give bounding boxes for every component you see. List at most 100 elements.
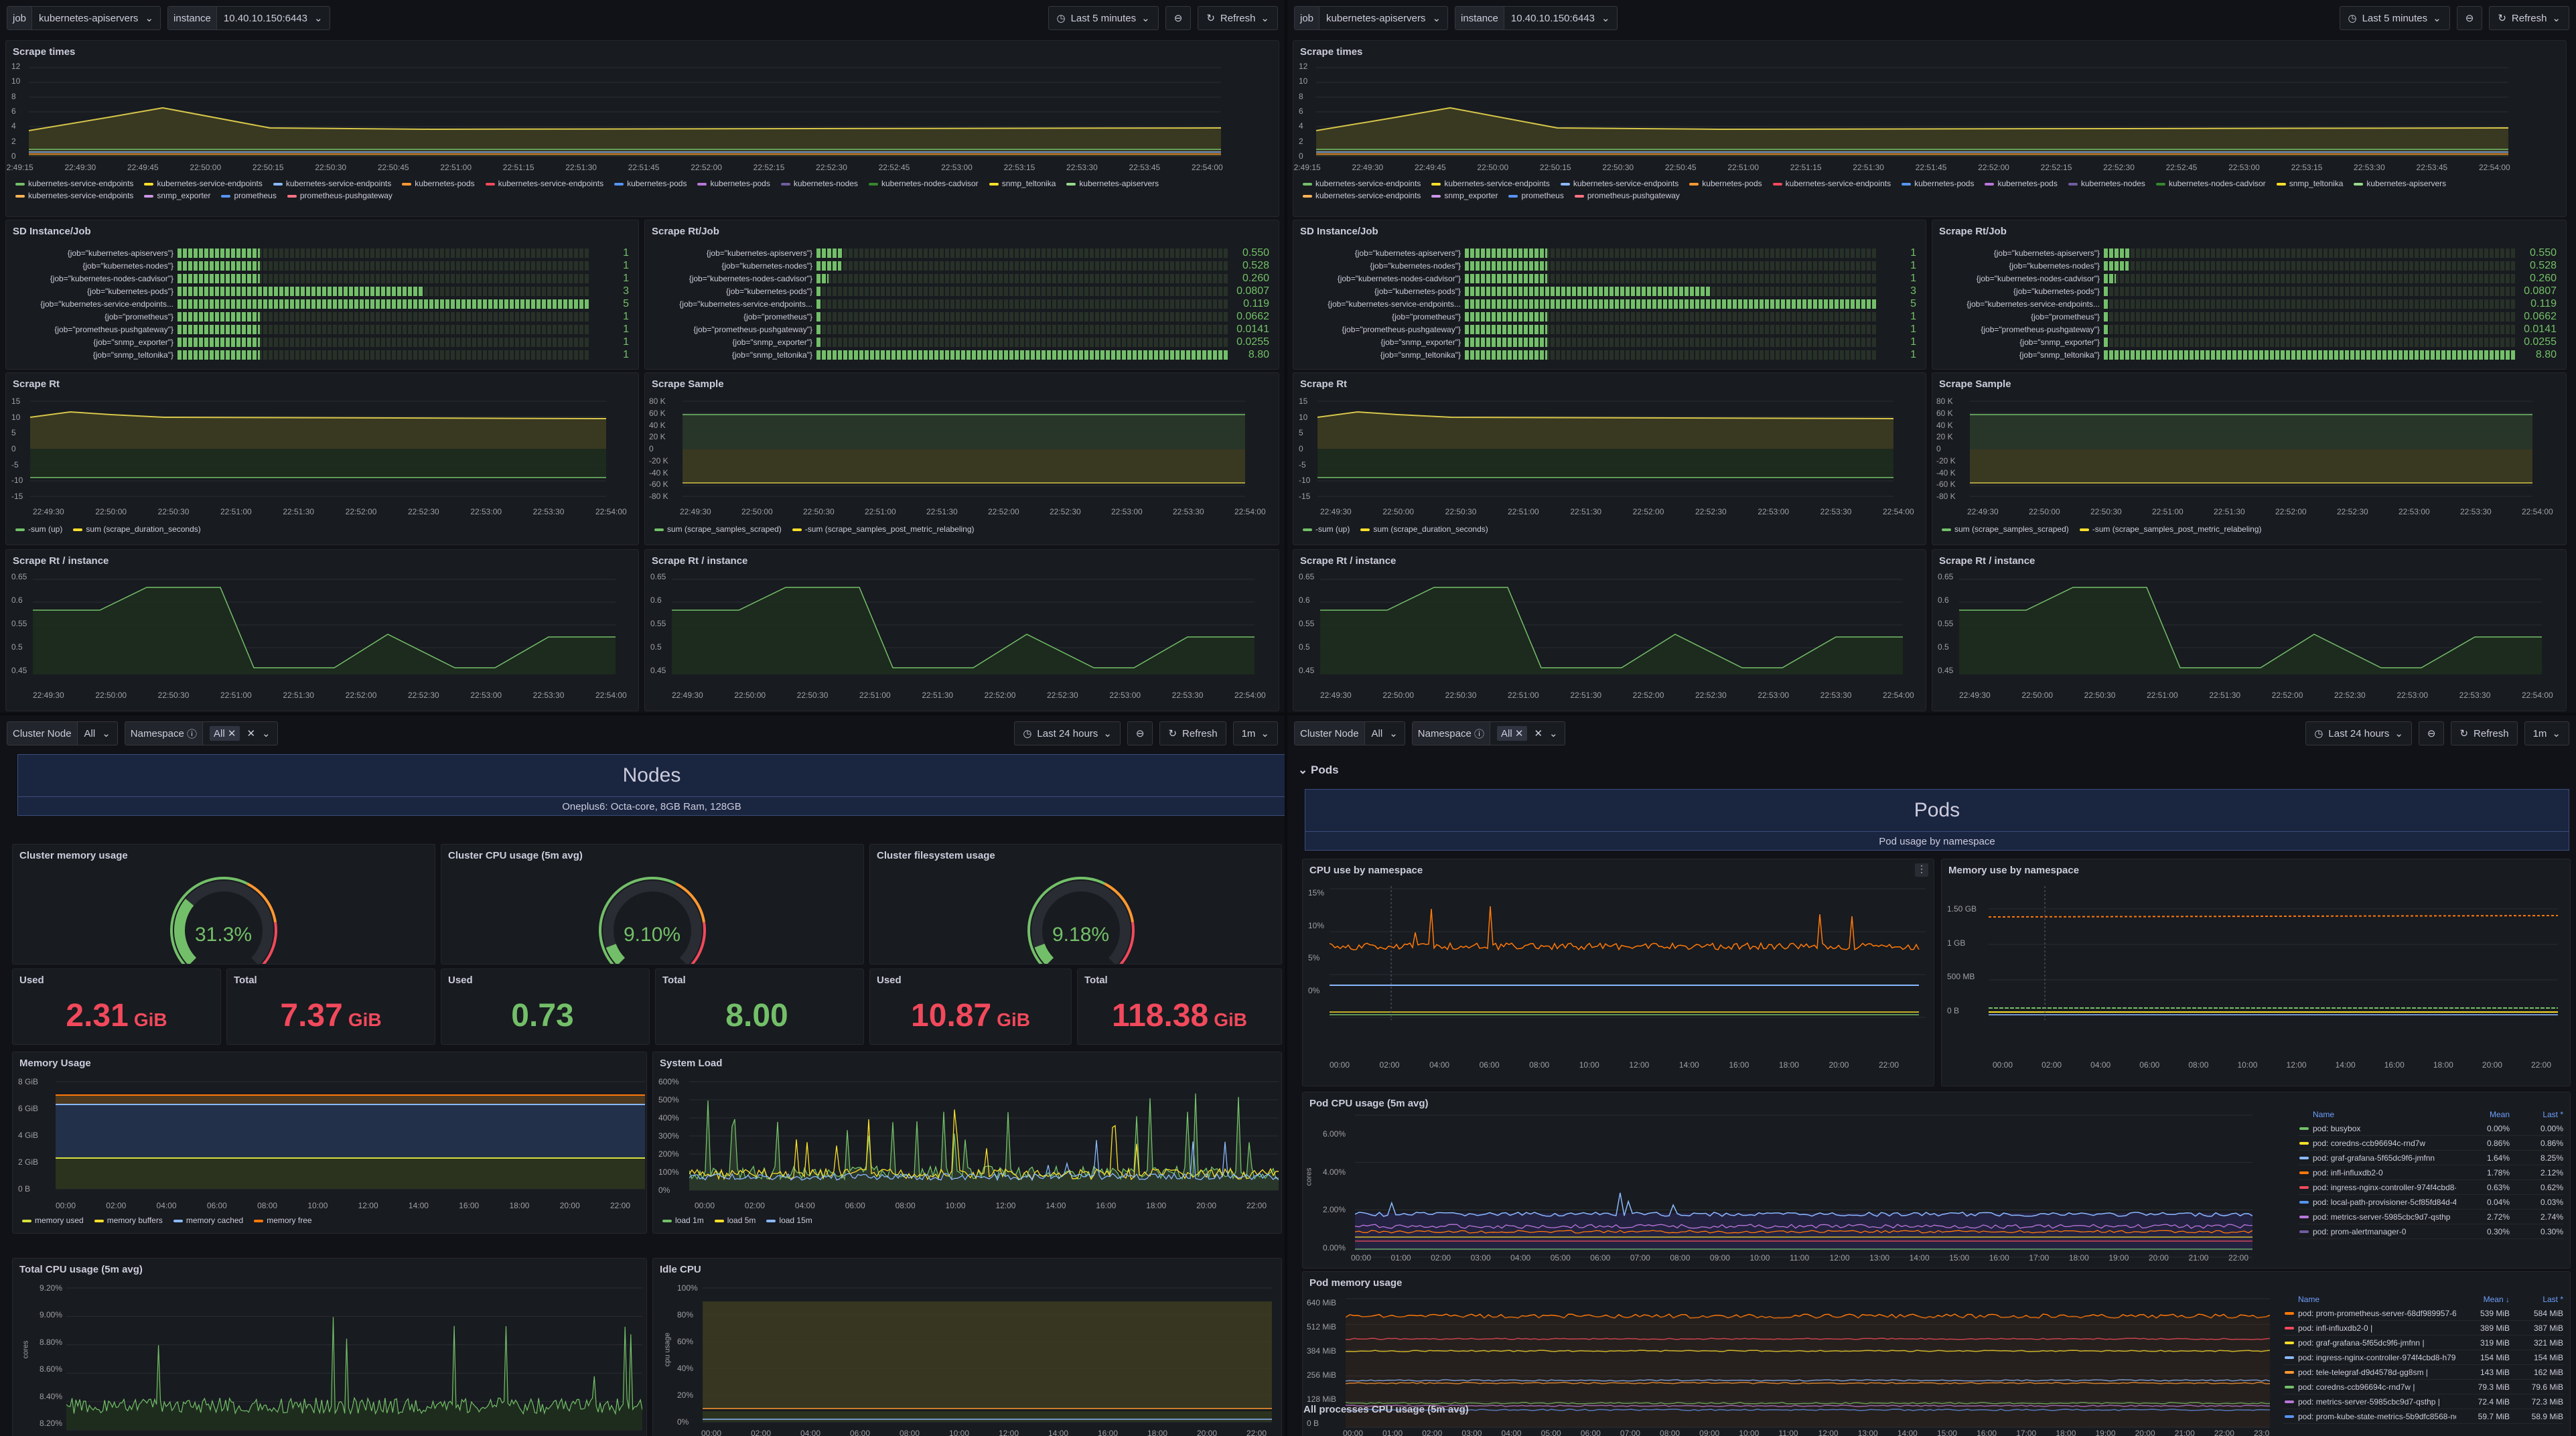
legend-item[interactable]: kubernetes-service-endpoints xyxy=(485,179,603,188)
legend-item[interactable]: memory cached xyxy=(173,1216,243,1225)
legend-table-heading[interactable]: Mean ↓ xyxy=(2483,1294,2510,1304)
legend-item[interactable]: load 1m xyxy=(662,1216,704,1225)
legend-item[interactable]: kubernetes-apiservers xyxy=(1066,179,1159,188)
legend-item[interactable]: snmp_exporter xyxy=(144,191,210,200)
scrape-sample-panel[interactable]: Scrape Sample 80 K 60 K 40 K 20 K 0 -20 K -40 … xyxy=(1932,372,2567,545)
cluster-node-variable[interactable]: Cluster Node All ⌄ xyxy=(7,721,118,745)
namespace-chip[interactable]: All ✕ xyxy=(1497,726,1528,741)
legend-item[interactable]: sum (scrape_samples_scraped) xyxy=(654,524,782,534)
legend-table-row[interactable]: pod: infl-influxdb2-0 1.78% 2.12% xyxy=(2298,1165,2563,1180)
legend-item[interactable]: -sum (up) xyxy=(15,524,62,534)
gauge-panel[interactable]: Cluster memory usage 31.3% xyxy=(12,844,435,964)
legend-table-row[interactable]: pod: prom-prometheus-server-68df989957-6… xyxy=(2283,1306,2563,1321)
time-range-picker[interactable]: ◷ Last 24 hours ⌄ xyxy=(2305,721,2412,745)
legend-table-heading[interactable]: Last * xyxy=(2543,1109,2563,1119)
legend-item[interactable]: kubernetes-pods xyxy=(1902,179,1974,188)
legend-item[interactable]: kubernetes-service-endpoints xyxy=(1303,191,1421,200)
pods-row-header[interactable]: ⌄ Pods xyxy=(1298,764,1339,777)
legend-item[interactable]: kubernetes-nodes xyxy=(2068,179,2145,188)
scrape-rt-panel[interactable]: Scrape Rt 15 10 5 0 -5 -10 -15 22:49:30 22:50:0… xyxy=(5,372,639,545)
legend-item[interactable]: kubernetes-service-endpoints xyxy=(1560,179,1678,188)
scrape-rt-job-panel[interactable]: Scrape Rt/Job {job="kubernetes-apiserver… xyxy=(644,220,1279,370)
legend-item[interactable]: kubernetes-service-endpoints xyxy=(144,179,263,188)
stat-panel[interactable]: Total 8.00 xyxy=(655,968,864,1045)
refresh-button[interactable]: ↻ Refresh xyxy=(2451,721,2518,745)
sd-instance-job-panel[interactable]: SD Instance/Job {job="kubernetes-apiserv… xyxy=(1293,220,1926,370)
memory-by-namespace-panel[interactable]: Memory use by namespace 1.50 GB 1 GB 500 M… xyxy=(1941,859,2571,1086)
legend-item[interactable]: kubernetes-pods xyxy=(402,179,475,188)
legend-table-heading[interactable]: Name xyxy=(2313,1109,2335,1119)
pod-cpu-usage-panel[interactable]: Pod CPU usage (5m avg) cores 6.00% 4.00% 2… xyxy=(1302,1092,2571,1269)
legend-item[interactable]: kubernetes-nodes xyxy=(780,179,858,188)
legend-item[interactable]: kubernetes-pods xyxy=(697,179,770,188)
scrape-rt-instance-panel-2[interactable]: Scrape Rt / instance 0.65 0.6 0.55 0.5 0.45 … xyxy=(644,549,1279,711)
legend-item[interactable]: kubernetes-pods xyxy=(1689,179,1762,188)
namespace-variable[interactable]: Namespace ⓘ All ✕ ✕ ⌄ xyxy=(124,721,278,745)
legend-item[interactable]: load 5m xyxy=(714,1216,756,1225)
legend-table-row[interactable]: pod: ingress-nginx-controller-974f4cbd8-… xyxy=(2298,1180,2563,1195)
pod-memory-usage-panel[interactable]: Pod memory usage 640 MiB 512 MiB 384 MiB 25… xyxy=(1302,1271,2571,1436)
legend-table-row[interactable]: pod: busybox 0.00% 0.00% xyxy=(2298,1121,2563,1136)
legend-table-row[interactable]: pod: infl-influxdb2-0 | 389 MiB 387 MiB xyxy=(2283,1321,2563,1336)
stat-panel[interactable]: Total 7.37 GiB xyxy=(226,968,435,1045)
legend-item[interactable]: kubernetes-service-endpoints xyxy=(15,179,133,188)
namespace-chip[interactable]: All ✕ xyxy=(210,726,240,741)
legend-item[interactable]: kubernetes-nodes-cadvisor xyxy=(2155,179,2266,188)
legend-item[interactable]: -sum (scrape_samples_post_metric_relabel… xyxy=(792,524,975,534)
legend-table-row[interactable]: pod: metrics-server-5985cbc9d7-qsthp 2.72… xyxy=(2298,1210,2563,1224)
legend-item[interactable]: kubernetes-service-endpoints xyxy=(1431,179,1550,188)
legend-item[interactable]: memory buffers xyxy=(94,1216,163,1225)
stat-panel[interactable]: Used 0.73 xyxy=(441,968,650,1045)
legend-table-row[interactable]: pod: tele-telegraf-d9d4578d-gg8sm | 143 M… xyxy=(2283,1365,2563,1380)
zoom-out-button[interactable]: ⊖ xyxy=(1127,721,1153,745)
refresh-interval-picker[interactable]: 1m ⌄ xyxy=(1232,721,1278,745)
time-range-picker[interactable]: ◷ Last 5 minutes ⌄ xyxy=(1048,6,1159,30)
legend-table-row[interactable]: pod: metrics-server-5985cbc9d7-qsthp | 72… xyxy=(2283,1394,2563,1409)
idle-cpu-panel[interactable]: Idle CPU cpu usage 100% 80% 60% 40% 20% 0% 00… xyxy=(652,1258,1282,1436)
clear-icon[interactable]: ✕ xyxy=(246,728,256,739)
time-range-picker[interactable]: ◷ Last 5 minutes ⌄ xyxy=(2339,6,2450,30)
legend-item[interactable]: prometheus xyxy=(1508,191,1564,200)
zoom-out-button[interactable]: ⊖ xyxy=(2418,721,2445,745)
stat-panel[interactable]: Used 10.87 GiB xyxy=(869,968,1072,1045)
legend-item[interactable]: memory free xyxy=(254,1216,312,1225)
cpu-by-namespace-panel[interactable]: CPU use by namespace ⋮ 15% 10% 5% 0% 00:00 0… xyxy=(1302,859,1934,1086)
scrape-rt-job-panel[interactable]: Scrape Rt/Job {job="kubernetes-apiserver… xyxy=(1932,220,2567,370)
cluster-node-variable[interactable]: Cluster Node All ⌄ xyxy=(1294,721,1405,745)
legend-table-row[interactable]: pod: local-path-provisioner-5cf85fd84d-4… xyxy=(2298,1195,2563,1210)
refresh-interval-picker[interactable]: 1m ⌄ xyxy=(2524,721,2569,745)
legend-item[interactable]: snmp_teltonika xyxy=(989,179,1056,188)
refresh-button[interactable]: ↻ Refresh ⌄ xyxy=(1198,6,1278,30)
scrape-rt-instance-panel-1[interactable]: Scrape Rt / instance 0.65 0.6 0.55 0.5 0.45 … xyxy=(5,549,639,711)
legend-item[interactable]: load 15m xyxy=(766,1216,812,1225)
legend-item[interactable]: kubernetes-pods xyxy=(1985,179,2058,188)
instance-variable[interactable]: instance 10.40.10.150:6443 ⌄ xyxy=(167,6,330,30)
legend-table-heading[interactable]: Mean xyxy=(2489,1109,2510,1119)
legend-item[interactable]: prometheus-pushgateway xyxy=(287,191,392,200)
close-icon[interactable]: ✕ xyxy=(1514,728,1524,739)
legend-table-row[interactable]: pod: prom-alertmanager-0 0.30% 0.30% xyxy=(2298,1224,2563,1239)
total-cpu-panel[interactable]: Total CPU usage (5m avg) cores 9.20% 9.00… xyxy=(12,1258,647,1436)
legend-item[interactable]: prometheus-pushgateway xyxy=(1574,191,1680,200)
memory-usage-panel[interactable]: Memory Usage 8 GiB 6 GiB 4 GiB 2 GiB 0 B 00:… xyxy=(12,1052,647,1234)
scrape-rt-instance-panel-2[interactable]: Scrape Rt / instance 0.65 0.6 0.55 0.5 0.45 … xyxy=(1932,549,2567,711)
sd-instance-job-panel[interactable]: SD Instance/Job {job="kubernetes-apiserv… xyxy=(5,220,639,370)
legend-table-row[interactable]: pod: ingress-nginx-controller-974f4cbd8-… xyxy=(2283,1350,2563,1365)
scrape-times-panel[interactable]: Scrape times 12 10 8 6 4 2 0 22:49:15 22:49:30 2… xyxy=(1293,40,2567,217)
namespace-variable[interactable]: Namespace ⓘ All ✕ ✕ ⌄ xyxy=(1411,721,1565,745)
refresh-button[interactable]: ↻ Refresh xyxy=(1159,721,1226,745)
legend-table-row[interactable]: pod: coredns-ccb96694c-rnd7w | 79.3 MiB 79… xyxy=(2283,1380,2563,1394)
job-variable[interactable]: job kubernetes-apiservers ⌄ xyxy=(1294,6,1449,30)
legend-item[interactable]: snmp_exporter xyxy=(1431,191,1498,200)
legend-item[interactable]: sum (scrape_duration_seconds) xyxy=(73,524,201,534)
scrape-times-panel[interactable]: Scrape times 12 10 8 6 4 2 0 22:49:15 22:49:30 2… xyxy=(5,40,1279,217)
job-variable[interactable]: job kubernetes-apiservers ⌄ xyxy=(7,6,161,30)
legend-item[interactable]: kubernetes-pods xyxy=(614,179,687,188)
legend-item[interactable]: kubernetes-apiservers xyxy=(2354,179,2446,188)
legend-item[interactable]: kubernetes-nodes-cadvisor xyxy=(868,179,979,188)
refresh-button[interactable]: ↻ Refresh ⌄ xyxy=(2489,6,2569,30)
system-load-panel[interactable]: System Load 600% 500% 400% 300% 200% 100% 0% 0… xyxy=(652,1052,1282,1234)
legend-item[interactable]: kubernetes-service-endpoints xyxy=(273,179,391,188)
legend-item[interactable]: memory used xyxy=(22,1216,84,1225)
legend-table-row[interactable]: pod: coredns-ccb96694c-rnd7w 0.86% 0.86% xyxy=(2298,1136,2563,1151)
